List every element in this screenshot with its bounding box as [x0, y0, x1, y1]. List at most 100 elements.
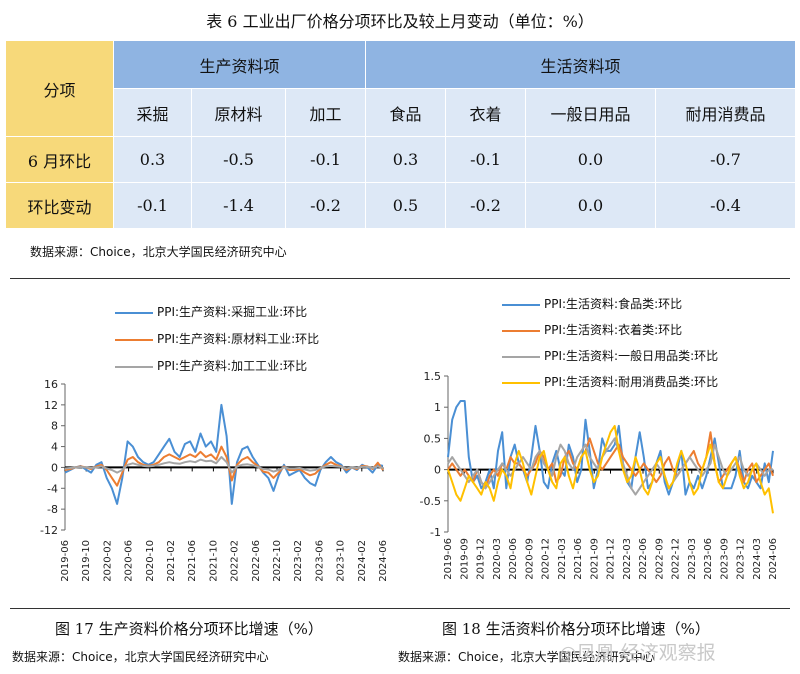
legend-swatch	[115, 311, 153, 314]
section-divider	[10, 608, 790, 609]
table-row: 6 月环比 0.3 -0.5 -0.1 0.3 -0.1 0.0 -0.7	[5, 136, 797, 183]
series-line	[64, 456, 384, 474]
x-tick-label: 2021-06	[573, 538, 584, 580]
table-cell: 0.3	[365, 136, 447, 183]
x-tick-label: 2021-02	[166, 540, 177, 582]
legend-swatch	[115, 338, 153, 341]
subheader-daily-goods: 一般日用品	[525, 88, 657, 137]
subheader-food: 食品	[365, 88, 447, 137]
legend-label: PPI:生活资料:食品类:环比	[544, 297, 683, 311]
x-tick-label: 2019-06	[443, 538, 454, 580]
section-divider	[10, 278, 790, 279]
x-tick-label: 2020-02	[102, 540, 113, 582]
table-cell: -0.2	[284, 182, 367, 229]
row-label: 环比变动	[5, 182, 114, 229]
chart-production-materials: -12 -8 -4 0 4 8 12 16 2019-06 2019-10 2020-02 2020-…	[40, 378, 389, 582]
x-tick-label: 2021-12	[606, 538, 617, 580]
legend-label: PPI:生产资料:采掘工业:环比	[157, 305, 308, 319]
table-cell: -0.1	[445, 136, 527, 183]
x-tick-label: 2020-12	[541, 538, 552, 580]
x-tick-label: 2024-06	[768, 538, 779, 580]
y-tick-label: -4	[47, 482, 58, 495]
subheader-raw-material: 原材料	[191, 88, 286, 137]
x-tick-label: 2023-03	[687, 538, 698, 580]
legend-item-processing: PPI:生产资料:加工工业:环比	[115, 357, 307, 374]
x-tick-label: 2020-06	[508, 538, 519, 580]
y-tick-label: 12	[44, 399, 58, 412]
x-tick-label: 2019-09	[459, 538, 470, 580]
series-line	[64, 403, 384, 505]
legend-item-daily-goods: PPI:生活资料:一般日用品类:环比	[502, 347, 718, 364]
y-tick-label: -12	[40, 524, 58, 537]
table-row: 环比变动 -0.1 -1.4 -0.2 0.5 -0.2 0.0 -0.4	[5, 182, 797, 229]
x-tick-label: 2019-12	[476, 538, 487, 580]
table-cell: -0.7	[655, 136, 797, 183]
x-tick-label: 2023-10	[336, 540, 347, 582]
table-cell: -0.1	[284, 136, 367, 183]
x-tick-label: 2022-09	[654, 538, 665, 580]
subheader-processing: 加工	[284, 88, 367, 137]
x-tick-label: 2022-02	[230, 540, 241, 582]
table-cell: 0.3	[113, 136, 192, 183]
y-tick-label: -8	[47, 503, 58, 516]
x-tick-label: 2020-10	[145, 540, 156, 582]
x-tick-label: 2021-06	[187, 540, 198, 582]
series-line	[64, 445, 384, 487]
x-tick-label: 2022-06	[251, 540, 262, 582]
chart1-caption: 图 17 生产资料价格分项环比增速（%）	[55, 620, 323, 638]
legend-item-durable-goods: PPI:生活资料:耐用消费品类:环比	[502, 373, 718, 390]
x-tick-label: 2023-12	[736, 538, 747, 580]
legend-label: PPI:生活资料:一般日用品类:环比	[544, 349, 719, 363]
table-title: 表 6 工业出厂价格分项环比及较上月变动（单位：%）	[206, 12, 594, 31]
x-tick-label: 2023-06	[314, 540, 325, 582]
table-corner-header: 分项	[5, 40, 114, 137]
legend-swatch	[502, 355, 540, 358]
x-tick-label: 2020-09	[524, 538, 535, 580]
legend-item-raw-material: PPI:生产资料:原材料工业:环比	[115, 330, 319, 347]
table-cell: 0.0	[525, 182, 657, 229]
legend-label: PPI:生活资料:耐用消费品类:环比	[544, 375, 719, 389]
x-tick-label: 2020-03	[492, 538, 503, 580]
y-tick-label: 8	[51, 420, 58, 433]
table-cell: -0.4	[655, 182, 797, 229]
x-tick-label: 2020-06	[124, 540, 135, 582]
series-line	[447, 400, 774, 496]
y-tick-label: 0	[51, 461, 58, 474]
legend-label: PPI:生产资料:原材料工业:环比	[157, 332, 320, 346]
legend-label: PPI:生产资料:加工工业:环比	[157, 359, 308, 373]
y-tick-label: 0	[434, 464, 441, 477]
x-tick-label: 2021-09	[589, 538, 600, 580]
chart2-caption: 图 18 生活资料价格分项环比增速（%）	[442, 620, 710, 638]
x-tick-label: 2019-10	[81, 540, 92, 582]
y-tick-label: 16	[44, 378, 58, 391]
x-tick-label: 2022-03	[622, 538, 633, 580]
legend-label: PPI:生活资料:衣着类:环比	[544, 323, 683, 337]
ppi-table: 分项 生产资料项 生活资料项 采掘 原材料 加工 食品 衣着 一般日用品 耐用消…	[5, 40, 797, 229]
table-source-note: 数据来源：Choice，北京大学国民经济研究中心	[30, 245, 287, 259]
chart-living-materials: -1 -0.5 0 0.5 1 1.5 2019-06 2019-09 2019-12 2020-…	[420, 370, 779, 580]
x-tick-label: 2022-12	[671, 538, 682, 580]
table-cell: -1.4	[191, 182, 286, 229]
legend-swatch	[115, 365, 153, 368]
chart2-source-note: 数据来源：Choice，北京大学国民经济研究中心	[398, 650, 655, 664]
group-header-production: 生产资料项	[112, 40, 367, 89]
table-cell: -0.5	[191, 136, 286, 183]
legend-item-food: PPI:生活资料:食品类:环比	[502, 295, 682, 312]
x-tick-label: 2024-02	[357, 540, 368, 582]
legend-swatch	[502, 329, 540, 332]
x-tick-label: 2023-09	[719, 538, 730, 580]
x-tick-label: 2022-06	[638, 538, 649, 580]
legend-swatch	[502, 381, 540, 384]
x-tick-label: 2019-06	[60, 540, 71, 582]
x-tick-label: 2021-03	[557, 538, 568, 580]
subheader-durable-goods: 耐用消费品	[655, 88, 797, 137]
table-cell: 0.5	[365, 182, 447, 229]
table-cell: 0.0	[525, 136, 657, 183]
legend-swatch	[502, 303, 540, 306]
table-cell: -0.2	[445, 182, 527, 229]
y-tick-label: 0.5	[424, 432, 442, 445]
group-header-living: 生活资料项	[365, 40, 797, 89]
series-line	[447, 437, 773, 496]
row-label: 6 月环比	[5, 136, 114, 183]
y-tick-label: -0.5	[420, 495, 441, 508]
